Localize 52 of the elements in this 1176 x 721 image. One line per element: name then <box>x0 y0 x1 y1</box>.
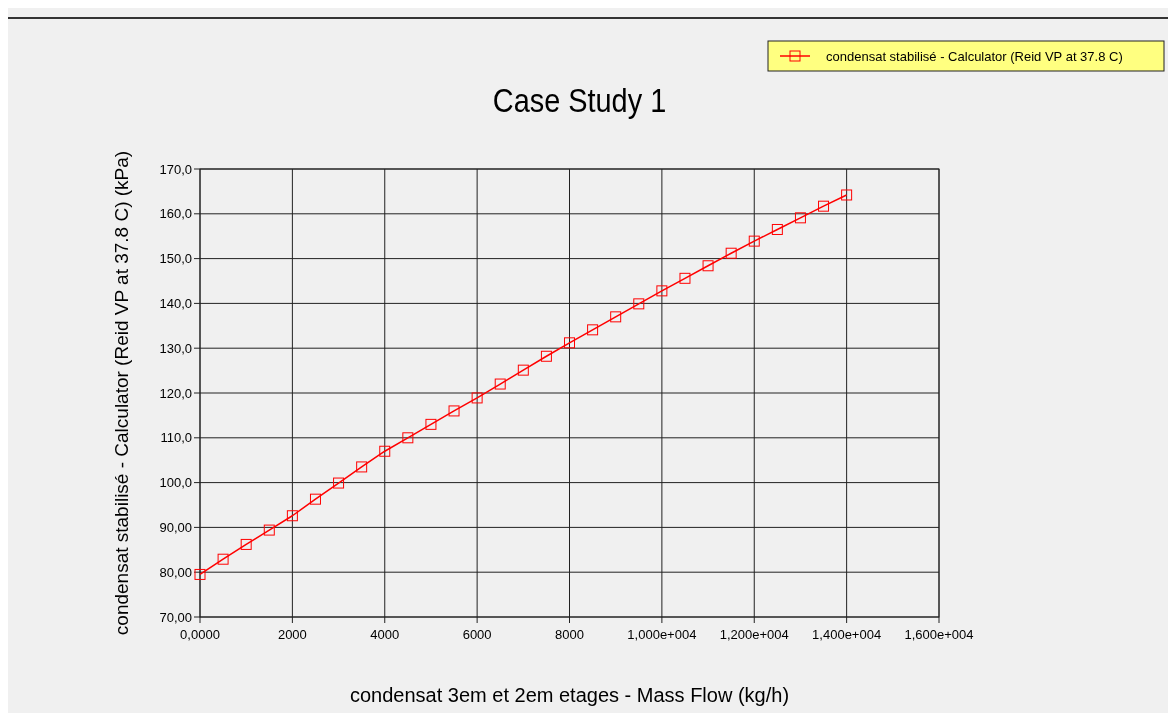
point <box>702 260 714 272</box>
point <box>540 350 552 362</box>
x-axis-title: condensat 3em et 2em etages - Mass Flow (kg/h) <box>349 684 790 706</box>
point <box>494 378 506 390</box>
point <box>517 364 529 376</box>
y-tick-label: 90,00 <box>159 519 192 535</box>
point <box>333 477 345 489</box>
point <box>841 189 853 201</box>
point <box>309 493 321 505</box>
x-tick-label: 1,600e+004 <box>904 627 974 642</box>
y-tick-label: 80,00 <box>159 564 192 580</box>
chart-title: Case Study 1 <box>492 80 667 120</box>
y-tick-label: 100,0 <box>159 475 192 491</box>
y-tick-label: 150,0 <box>159 251 192 267</box>
point <box>356 461 368 473</box>
y-tick-label: 170,0 <box>159 161 192 177</box>
point <box>471 392 483 404</box>
x-tick-label: 2000 <box>277 627 307 642</box>
y-tick-label: 160,0 <box>159 206 192 222</box>
x-tick-label: 6000 <box>462 627 492 642</box>
x-tick-label: 0,0000 <box>180 627 220 642</box>
x-tick-label: 8000 <box>555 627 584 642</box>
point <box>679 272 691 284</box>
point <box>771 223 783 235</box>
point <box>263 524 275 536</box>
point <box>564 337 575 349</box>
y-tick-label: 140,0 <box>159 295 192 311</box>
y-tick-label: 110,0 <box>160 430 192 446</box>
point <box>448 405 460 417</box>
point <box>240 538 252 550</box>
x-tick-label: 1,400e+004 <box>812 627 882 642</box>
legend-label: condensat stabilisé - Calculator (Reid VP at 37.8 C) <box>826 48 1123 64</box>
point <box>425 418 437 430</box>
x-tick-label: 1,000e+004 <box>627 627 697 642</box>
y-tick-label: 70,00 <box>159 609 192 625</box>
point <box>818 200 830 212</box>
y-axis-title: condensat stabilisé - Calculator (Reid VP at 37.8 C) (kPa) <box>111 150 132 636</box>
x-tick-label: 4000 <box>370 627 400 642</box>
point <box>725 247 737 259</box>
point <box>379 445 391 457</box>
point <box>217 553 229 565</box>
point <box>610 311 622 323</box>
y-tick-label: 120,0 <box>159 385 192 401</box>
point <box>286 510 298 522</box>
point <box>587 324 599 336</box>
x-tick-label: 1,200e+004 <box>719 627 789 642</box>
point <box>402 432 414 444</box>
point <box>633 298 645 310</box>
y-tick-label: 130,0 <box>159 340 192 356</box>
point <box>794 212 806 224</box>
point <box>656 285 668 297</box>
point <box>748 235 760 247</box>
